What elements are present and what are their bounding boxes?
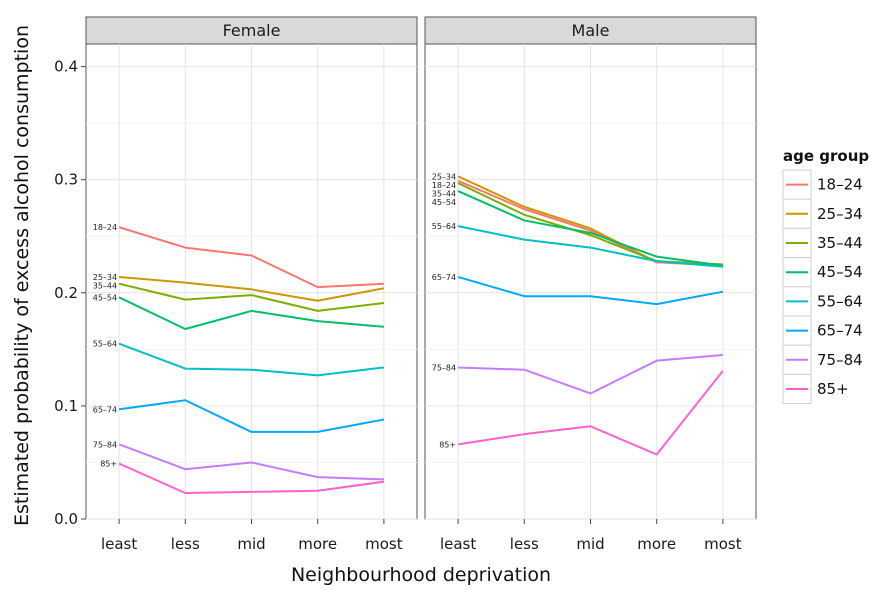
- line-label: 55–64: [432, 222, 456, 231]
- series-line-85+: [118, 462, 385, 494]
- y-tick-label: 0.0: [54, 510, 78, 528]
- series-line-55–64: [457, 225, 723, 268]
- series-line-18–24: [118, 226, 384, 289]
- panel-strip-label: Male: [572, 21, 610, 40]
- x-tick-label: mid: [237, 535, 265, 553]
- legend-entry-label: 55–64: [817, 292, 863, 310]
- line-label: 35–44: [93, 281, 117, 290]
- line-label: 25–34: [93, 273, 117, 282]
- line-label: 35–44: [432, 189, 456, 198]
- y-axis-title: Estimated probability of excess alcohol …: [11, 25, 33, 526]
- x-axis-title: Neighbourhood deprivation: [291, 564, 551, 586]
- x-tick-label: least: [440, 535, 476, 553]
- series-line-65–74: [118, 399, 385, 433]
- x-tick-label: most: [365, 535, 403, 553]
- series-line-45–54: [118, 296, 384, 330]
- x-tick-label: least: [101, 535, 137, 553]
- line-label: 75–84: [432, 363, 456, 372]
- series-line-75–84: [118, 443, 384, 481]
- y-tick-label: 0.2: [54, 284, 78, 302]
- x-tick-label: most: [704, 535, 742, 553]
- x-tick-label: mid: [576, 535, 604, 553]
- line-label: 25–34: [432, 172, 456, 181]
- panel-strip-label: Female: [223, 21, 281, 40]
- y-tick-label: 0.4: [54, 58, 78, 76]
- series-line-75–84: [458, 354, 723, 395]
- legend-entry-label: 65–74: [817, 322, 863, 340]
- legend-entry-label: 35–44: [817, 234, 863, 252]
- series-line-35–44: [118, 282, 385, 312]
- line-label: 75–84: [93, 440, 117, 449]
- y-tick-label: 0.3: [54, 171, 78, 189]
- line-label: 45–54: [432, 198, 456, 207]
- series-line-55–64: [118, 342, 385, 377]
- line-label: 45–54: [93, 293, 117, 302]
- legend-entry-label: 18–24: [817, 176, 863, 194]
- legend-entry-label: 85+: [817, 380, 849, 398]
- y-tick-label: 0.1: [54, 397, 78, 415]
- x-tick-label: more: [637, 535, 676, 553]
- line-label: 18–24: [432, 181, 456, 190]
- series-line-25–34: [119, 275, 385, 302]
- legend-entry-label: 25–34: [817, 205, 863, 223]
- legend-title: age group: [783, 147, 869, 165]
- line-label: 85+: [439, 440, 456, 449]
- series-line-65–74: [457, 276, 724, 306]
- panel-strip-0: [85, 16, 418, 45]
- x-tick-label: less: [510, 535, 539, 553]
- series-line-85+: [457, 370, 724, 456]
- panel-strip-1: [424, 16, 757, 45]
- x-tick-label: less: [171, 535, 200, 553]
- line-label: 18–24: [93, 223, 117, 232]
- legend-entry-label: 45–54: [817, 263, 863, 281]
- line-label: 65–74: [93, 405, 117, 414]
- series-line-45–54: [457, 190, 724, 267]
- line-label: 85+: [100, 460, 117, 469]
- legend-entry-label: 75–84: [817, 351, 863, 369]
- x-tick-label: more: [298, 535, 337, 553]
- line-label: 65–74: [432, 273, 456, 282]
- line-label: 55–64: [93, 340, 117, 349]
